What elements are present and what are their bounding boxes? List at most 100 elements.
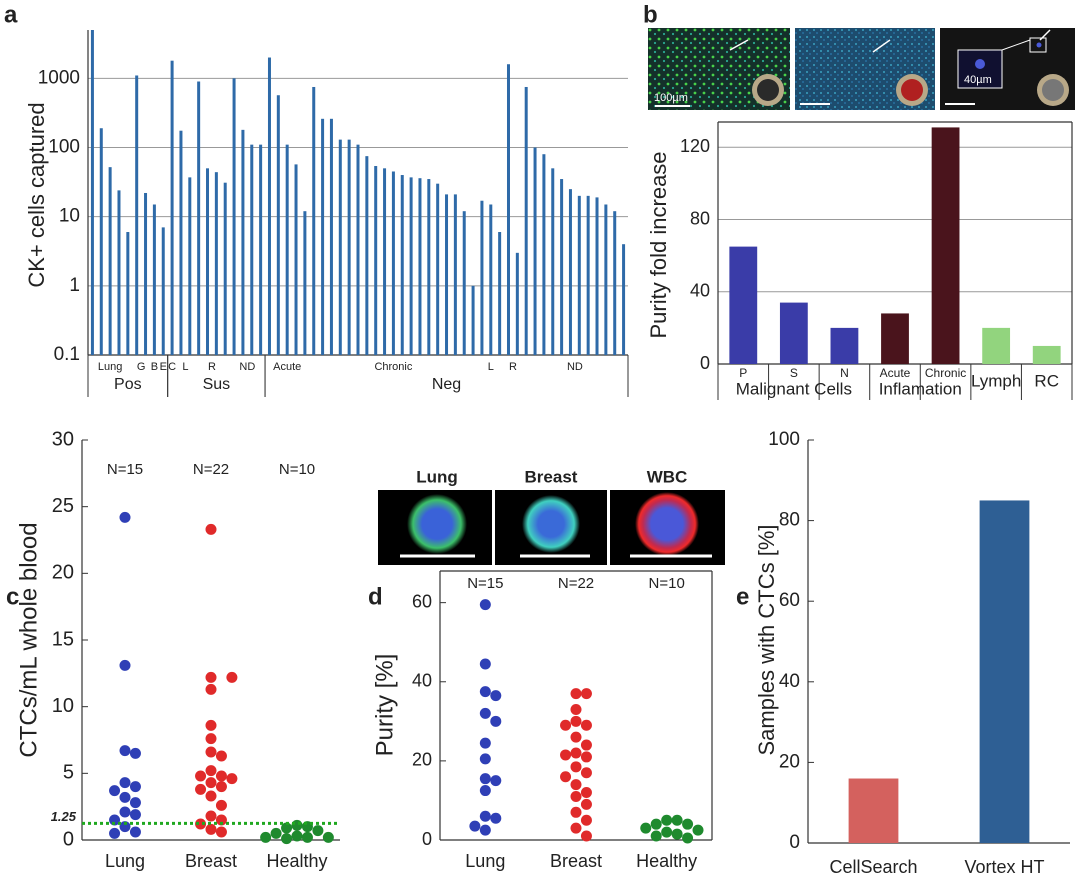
dot [571, 823, 582, 834]
n-label: N=10 [649, 575, 685, 592]
dot [260, 832, 271, 843]
bar [849, 779, 899, 843]
micrographs-d: Lung Breast WBC [378, 467, 725, 565]
y-tick-label: 0 [789, 832, 800, 853]
subgroup-label: Lung [98, 361, 122, 373]
dot [581, 720, 592, 731]
bar [569, 189, 572, 355]
bar [144, 193, 147, 355]
bar [551, 168, 554, 355]
dot [560, 771, 571, 782]
scale-label: 40µm [964, 74, 992, 86]
x-tick-label: Lymph [971, 371, 1021, 390]
dot [216, 751, 227, 762]
bar [339, 140, 342, 355]
bar [982, 328, 1010, 364]
dot [130, 797, 141, 808]
cell [975, 59, 985, 69]
dot [130, 781, 141, 792]
bar [1033, 346, 1061, 364]
y-tick-label: 0.1 [54, 344, 80, 365]
dot [651, 819, 662, 830]
bar [578, 196, 581, 355]
dot [206, 672, 217, 683]
x-tick-label: RC [1034, 371, 1059, 390]
dot [651, 831, 662, 842]
dot [480, 785, 491, 796]
chip-inset [901, 79, 923, 101]
dot [195, 784, 206, 795]
bar [780, 303, 808, 364]
bar [392, 171, 395, 355]
figure: 100µm 40µm Lung Breast WBC aCK+ cells ca… [0, 0, 1080, 881]
subgroup-label: L [488, 361, 494, 373]
panel-letter: a [4, 1, 18, 28]
bar [321, 119, 324, 355]
dot [480, 599, 491, 610]
dot [480, 738, 491, 749]
bar [454, 194, 457, 355]
bar [525, 87, 528, 355]
chip-inset [757, 79, 779, 101]
dot [480, 773, 491, 784]
bar [357, 145, 360, 355]
dot [560, 749, 571, 760]
bar [117, 190, 120, 355]
y-tick-label: 80 [690, 208, 710, 228]
dot [206, 733, 217, 744]
bar [259, 145, 262, 355]
bar [268, 58, 271, 355]
bar [516, 253, 519, 355]
bar [365, 156, 368, 355]
n-label: N=15 [107, 461, 143, 478]
y-tick-label: 40 [690, 281, 710, 301]
x-tick-label: Breast [550, 851, 602, 871]
dot [581, 799, 592, 810]
bar [162, 227, 165, 355]
dot [480, 825, 491, 836]
dot [216, 771, 227, 782]
cell [407, 494, 467, 554]
bar [312, 87, 315, 355]
dot [571, 716, 582, 727]
bar [932, 127, 960, 364]
bar [197, 82, 200, 355]
bar [498, 232, 501, 355]
dot [226, 672, 237, 683]
y-tick-label: 1000 [38, 67, 80, 88]
dot [120, 512, 131, 523]
bar [622, 244, 625, 355]
dot [216, 800, 227, 811]
x-tick-label: Breast [185, 851, 237, 871]
y-tick-label: 100 [48, 137, 80, 158]
group-label: Sus [203, 376, 231, 393]
subgroup-label: E [160, 361, 167, 373]
dot [581, 740, 592, 751]
dot [661, 815, 672, 826]
n-label: N=22 [558, 575, 594, 592]
dot [480, 686, 491, 697]
image-title: Lung [416, 467, 458, 486]
y-tick-label: 120 [680, 136, 710, 156]
subgroup-label: R [208, 361, 216, 373]
x-tick-label: Healthy [636, 851, 697, 871]
dot [571, 688, 582, 699]
y-tick-label: 1 [69, 275, 80, 296]
bar [153, 204, 156, 355]
threshold-label: 1.25 [51, 809, 77, 824]
dot [490, 716, 501, 727]
dot [120, 745, 131, 756]
x-tick-label: Lung [465, 851, 505, 871]
y-tick-label: 60 [779, 590, 800, 611]
dot [469, 821, 480, 832]
subgroup-label: ND [239, 361, 255, 373]
bar [109, 167, 112, 355]
bar [560, 179, 563, 355]
dot [120, 807, 131, 818]
bar [250, 145, 253, 355]
y-tick-label: 20 [52, 562, 74, 584]
bar [881, 313, 909, 364]
bar [91, 30, 94, 355]
bar [831, 328, 859, 364]
dot [581, 688, 592, 699]
